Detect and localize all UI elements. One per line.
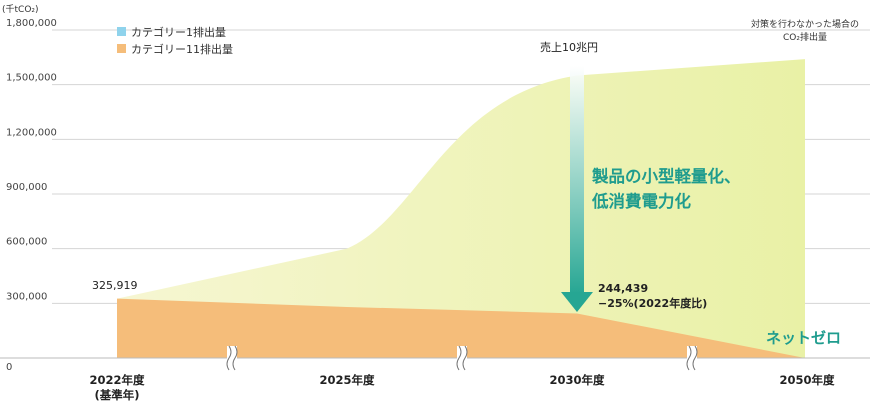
axis-break-mark — [232, 345, 238, 371]
bau-label-line1: 対策を行わなかった場合の — [751, 18, 859, 30]
measure-label-line2: 低消費電力化 — [591, 191, 692, 211]
y-tick-label: 300,000 — [6, 291, 47, 302]
legend-swatch-category11 — [117, 44, 126, 53]
x-axis-categories: 2022年度(基準年) 2025年度 2030年度 2050年度 — [89, 373, 835, 402]
axis-break-mark — [462, 345, 468, 371]
category11-emissions-area — [117, 298, 805, 358]
target-percent-label: −25%(2022年度比) — [598, 296, 707, 310]
x-category-label: 2050年度 — [779, 373, 835, 387]
axis-break-mark — [686, 345, 692, 371]
y-tick-label: 900,000 — [6, 182, 47, 193]
sales-label: 売上10兆円 — [540, 41, 598, 54]
bau-emissions-area — [117, 59, 805, 359]
measure-label-line1: 製品の小型軽量化、 — [591, 166, 741, 186]
y-tick-label: 1,200,000 — [6, 127, 57, 138]
axis-break-mark — [692, 345, 698, 371]
legend-swatch-category1 — [117, 27, 126, 36]
y-tick-label: 0 — [6, 362, 12, 373]
legend: カテゴリー1排出量 カテゴリー11排出量 — [117, 25, 233, 56]
axis-break-mark — [226, 345, 232, 371]
x-category-label: 2030年度 — [549, 373, 605, 387]
y-tick-label: 1,800,000 — [6, 18, 57, 29]
start-value-label: 325,919 — [92, 279, 138, 292]
axis-break-gap — [687, 346, 697, 370]
axis-break-marks — [226, 345, 698, 371]
axis-break-gap — [457, 346, 467, 370]
y-tick-label: 1,500,000 — [6, 73, 57, 84]
x-category-sublabel: (基準年) — [94, 388, 139, 402]
legend-label-category1: カテゴリー1排出量 — [131, 25, 226, 39]
axis-break-gap — [227, 346, 237, 370]
y-tick-label: 600,000 — [6, 237, 47, 248]
legend-label-category11: カテゴリー11排出量 — [131, 42, 233, 56]
x-category-label: 2022年度 — [89, 373, 145, 387]
y-axis-ticks: 0 300,000 600,000 900,000 1,200,000 1,500,000… — [6, 18, 57, 373]
y-unit-label: (千tCO₂) — [2, 4, 39, 15]
axis-break-mark — [456, 345, 462, 371]
target-value-label: 244,439 — [598, 282, 648, 295]
x-category-label: 2025年度 — [319, 373, 375, 387]
netzero-label: ネットゼロ — [766, 329, 841, 347]
reduction-arrow — [561, 66, 593, 312]
bau-label-line2: CO₂排出量 — [783, 31, 827, 43]
